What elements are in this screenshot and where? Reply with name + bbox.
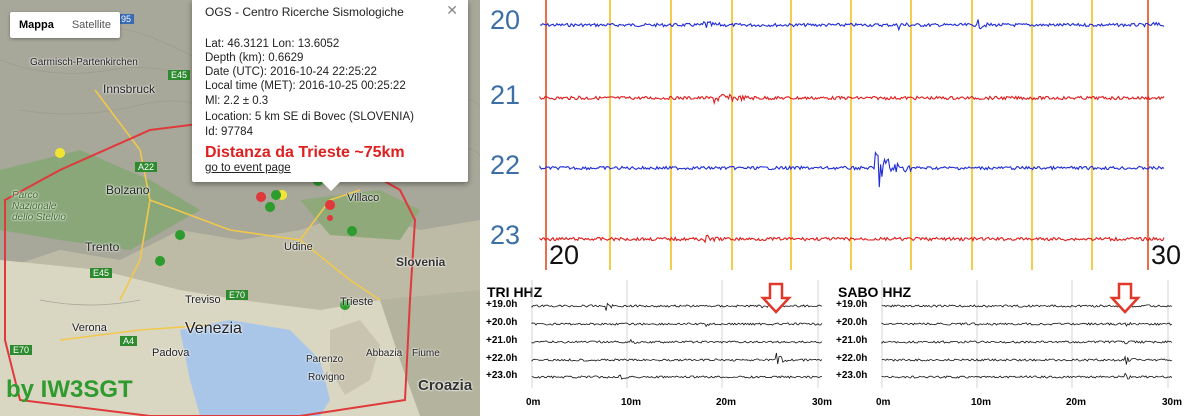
seismogram-trace <box>531 338 823 344</box>
event-info-popup: OGS - Centro Ricerche Sismologiche ✕ Lat… <box>192 0 468 182</box>
panel-row-label: +21.0h <box>836 335 868 346</box>
popup-id: Id: 97784 <box>205 126 253 138</box>
panel-row-label: +20.0h <box>836 317 868 328</box>
road-badge: A4 <box>120 336 138 346</box>
helicorder-hour-label: 20 <box>490 5 521 35</box>
popup-local-time: Local time (MET): 2016-10-25 00:25:22 <box>205 80 406 92</box>
helicorder-hour-label: 22 <box>490 150 521 180</box>
credit-label: by IW3SGT <box>6 376 133 403</box>
panel-row-label: +23.0h <box>486 370 518 381</box>
panel-tick-label: 30m <box>1162 397 1183 408</box>
panel-row-label: +21.0h <box>486 335 518 346</box>
map-label-trento: Trento <box>85 240 120 254</box>
map-label-udine: Udine <box>284 241 313 253</box>
road-badge: E45 <box>168 70 191 80</box>
panel-row-label: +23.0h <box>836 370 868 381</box>
map-type-control: Mappa Satellite <box>10 12 120 38</box>
popup-pointer <box>322 182 340 191</box>
map-label-parenzo: Parenzo <box>306 354 344 365</box>
panel-row-label: +19.0h <box>486 299 518 310</box>
helicorder-trace <box>539 150 1165 188</box>
seismogram-trace <box>881 321 1173 327</box>
seismogram-panel-sabo <box>881 280 1173 388</box>
helicorder-trace <box>539 234 1165 244</box>
popup-location: Location: 5 km SE di Bovec (SLOVENIA) <box>205 111 415 123</box>
map-label-abbazia: Abbazia <box>366 348 403 359</box>
popup-title: OGS - Centro Ricerche Sismologiche <box>205 5 404 19</box>
panel-row-label: +20.0h <box>486 317 518 328</box>
helicorder-trace <box>539 19 1165 32</box>
map-label-stelvio: Parco Nazionale dello Stelvio <box>12 190 66 223</box>
road-badge: A22 <box>135 162 158 172</box>
seismogram-trace <box>531 352 823 365</box>
close-icon[interactable]: ✕ <box>446 2 458 18</box>
helicorder-hour-label: 23 <box>490 220 521 250</box>
map-label-rovigno: Rovigno <box>308 372 345 383</box>
arrow-down-icon <box>1109 282 1141 314</box>
panel-tick-label: 20m <box>716 397 737 408</box>
map-view[interactable]: Garmisch-Partenkirchen Innsbruck Bolzano… <box>0 0 480 416</box>
panel-tick-label: 10m <box>971 397 992 408</box>
seismogram-trace <box>531 322 823 328</box>
map-type-mappa-button[interactable]: Mappa <box>19 19 54 31</box>
helicorder <box>539 0 1165 270</box>
popup-magnitude: Ml: 2.2 ± 0.3 <box>205 95 269 107</box>
panel-tick-label: 0m <box>526 397 541 408</box>
map-label-treviso: Treviso <box>185 294 221 306</box>
helicorder-minute-label: 30 <box>1151 240 1182 270</box>
go-to-event-page-link[interactable]: go to event page <box>205 162 291 174</box>
map-label-bolzano: Bolzano <box>106 183 150 197</box>
seismogram-trace <box>531 374 823 380</box>
road-badge: 95 <box>118 14 135 24</box>
panel-title-tri: TRI HHZ <box>487 284 543 300</box>
popup-distance: Distanza da Trieste ~75km <box>205 144 405 161</box>
seismogram-trace <box>881 372 1173 380</box>
panel-tick-label: 10m <box>621 397 642 408</box>
seismogram-panel-tri <box>531 280 823 388</box>
map-label-villaco: Villaco <box>347 192 380 204</box>
popup-lat-lon: Lat: 46.3121 Lon: 13.6052 <box>205 38 340 50</box>
helicorder-trace <box>539 93 1165 106</box>
panel-row-label: +22.0h <box>486 353 518 364</box>
map-label-innsbruck: Innsbruck <box>103 82 156 96</box>
event-markers <box>55 148 358 318</box>
map-label-venezia: Venezia <box>185 320 242 337</box>
map-label-garmisch: Garmisch-Partenkirchen <box>30 57 138 68</box>
road-badge: E45 <box>90 268 113 278</box>
seismogram-trace <box>881 340 1173 345</box>
map-label-croazia: Croazia <box>418 377 473 394</box>
seismogram-trace <box>881 355 1172 365</box>
popup-depth: Depth (km): 0.6629 <box>205 52 304 64</box>
panel-tick-label: 30m <box>812 397 833 408</box>
helicorder-minute-label: 20 <box>549 240 580 270</box>
popup-date-utc: Date (UTC): 2016-10-24 22:25:22 <box>205 66 377 78</box>
panel-tick-label: 0m <box>876 397 891 408</box>
road-badge: E70 <box>10 345 33 355</box>
map-label-padova: Padova <box>152 347 190 359</box>
map-label-trieste: Trieste <box>340 296 374 308</box>
helicorder-hour-label: 21 <box>490 80 521 110</box>
panel-row-label: +22.0h <box>836 353 868 364</box>
panel-title-sabo: SABO HHZ <box>838 284 912 300</box>
map-label-slovenia: Slovenia <box>396 255 446 269</box>
road-badge: E70 <box>226 290 249 300</box>
panel-tick-label: 20m <box>1066 397 1087 408</box>
arrow-down-icon <box>760 282 792 314</box>
panel-row-label: +19.0h <box>836 299 868 310</box>
map-label-verona: Verona <box>72 322 107 334</box>
map-type-satellite-button[interactable]: Satellite <box>71 19 111 31</box>
map-label-fiume: Fiume <box>412 348 440 359</box>
